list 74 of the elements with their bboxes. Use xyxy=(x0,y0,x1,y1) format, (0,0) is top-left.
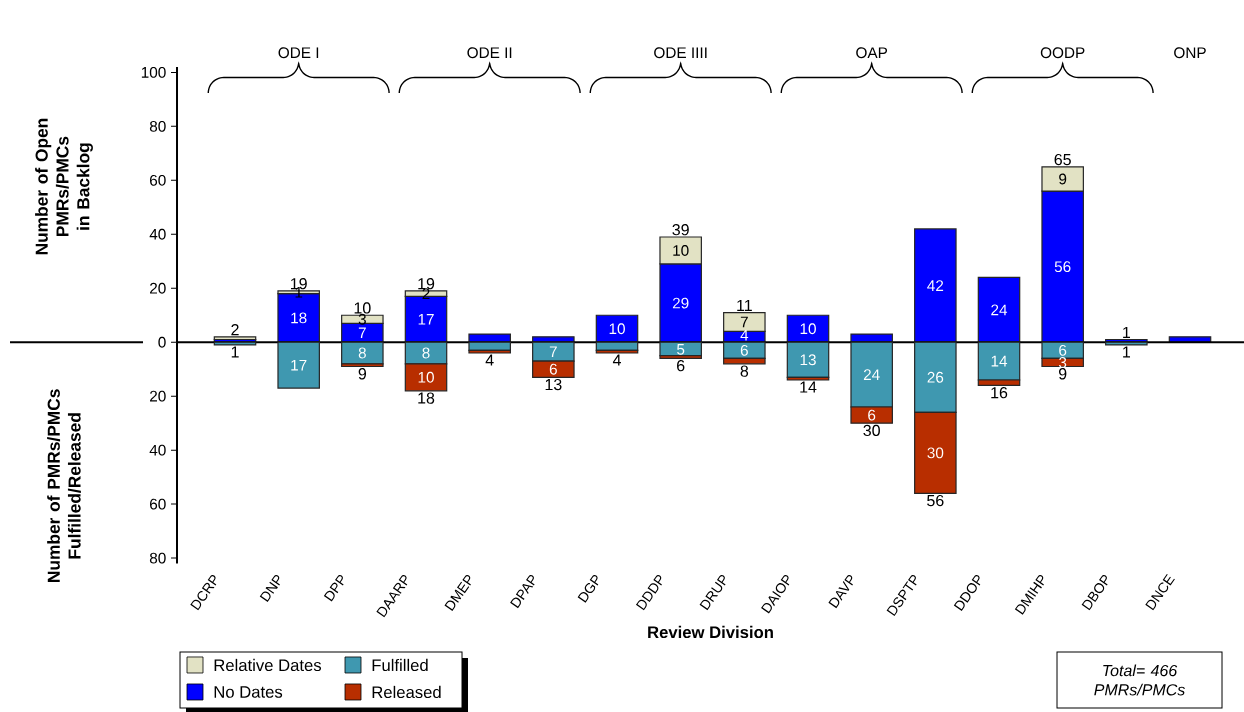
y-tick-label: 60 xyxy=(150,498,166,510)
annotation: 1 xyxy=(231,346,239,358)
data-label: 10 xyxy=(800,323,816,335)
data-label: 7 xyxy=(358,327,366,339)
y-tick-label: 40 xyxy=(149,444,166,456)
data-label: 24 xyxy=(991,304,1008,316)
data-label: 17 xyxy=(291,359,307,371)
y-tick-label: 100 xyxy=(141,66,166,78)
data-label: 6 xyxy=(868,409,876,421)
data-label: 8 xyxy=(358,347,366,359)
legend-label: Relative Dates xyxy=(214,658,322,672)
data-label: 10 xyxy=(609,323,625,335)
y-tick-label: 80 xyxy=(149,552,166,564)
legend-label: Released xyxy=(372,685,441,699)
data-label: 6 xyxy=(740,344,748,356)
annotation: 56 xyxy=(927,494,944,507)
data-label: 6 xyxy=(549,363,557,375)
annotation: 9 xyxy=(358,368,367,380)
annotation: 1 xyxy=(1123,326,1131,338)
data-label: 5 xyxy=(677,344,685,355)
annotation: 1 xyxy=(1123,346,1131,358)
annotation: 19 xyxy=(418,278,435,290)
data-label: 10 xyxy=(418,371,434,383)
data-label: 30 xyxy=(927,447,944,459)
x-axis-title: Review Division xyxy=(648,625,773,639)
annotation: 4 xyxy=(485,354,494,366)
text: ODE IIII xyxy=(654,47,707,59)
data-label: 4 xyxy=(740,329,749,341)
legend-label: No Dates xyxy=(214,686,283,698)
text: OAP xyxy=(856,47,888,59)
annotation: 10 xyxy=(354,302,371,314)
annotation: 9 xyxy=(1058,368,1067,380)
y-tick-label: 80 xyxy=(149,120,166,132)
y-axis-title: Number of PMRs/PMCs Fulfilled/Released xyxy=(47,389,81,582)
data-label: 7 xyxy=(549,346,557,357)
y-tick-label: 20 xyxy=(150,282,166,294)
data-label: 9 xyxy=(1059,173,1067,185)
annotation: 18 xyxy=(418,392,435,404)
annotation: 13 xyxy=(545,378,562,391)
data-label: 7 xyxy=(740,316,748,328)
data-label: 29 xyxy=(672,297,689,309)
data-label: 6 xyxy=(1059,344,1067,356)
text: OODP xyxy=(1040,47,1085,59)
data-label: 14 xyxy=(991,355,1008,367)
legend-label: Fulfilled xyxy=(372,658,428,672)
data-label: 42 xyxy=(927,280,944,291)
annotation: 8 xyxy=(740,365,749,377)
text: ODE II xyxy=(467,47,512,59)
data-label: 18 xyxy=(291,312,307,324)
annotation: 2 xyxy=(231,324,239,336)
data-label: 26 xyxy=(927,371,944,383)
data-label: 17 xyxy=(418,314,434,325)
y-axis-title: Number of Open PMRs/PMCs in Backlog xyxy=(35,118,93,255)
data-label: 3 xyxy=(358,313,366,325)
annotation: 4 xyxy=(612,354,621,366)
annotation: 39 xyxy=(672,224,689,236)
text: ODE I xyxy=(278,47,319,59)
annotation: 65 xyxy=(1054,153,1071,166)
text: Total= 466 PMRs/PMCs xyxy=(1094,664,1185,696)
y-tick-label: 40 xyxy=(149,228,166,240)
annotation: 11 xyxy=(737,299,752,311)
annotation: 16 xyxy=(991,387,1008,399)
text: ONP xyxy=(1174,47,1206,59)
data-label: 56 xyxy=(1054,261,1071,273)
data-label: 8 xyxy=(422,347,430,359)
annotation: 14 xyxy=(800,381,817,393)
data-label: 13 xyxy=(800,354,816,366)
data-label: 10 xyxy=(673,245,689,256)
y-tick-label: 60 xyxy=(150,174,166,186)
y-tick-label: 0 xyxy=(158,336,166,348)
annotation: 30 xyxy=(863,424,880,437)
annotation: 6 xyxy=(677,360,685,372)
data-label: 24 xyxy=(863,369,880,380)
y-tick-label: 20 xyxy=(150,390,166,402)
